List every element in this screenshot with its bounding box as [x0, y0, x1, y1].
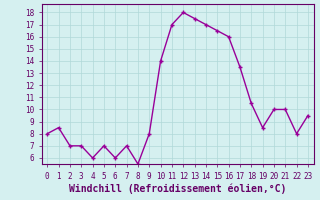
X-axis label: Windchill (Refroidissement éolien,°C): Windchill (Refroidissement éolien,°C) — [69, 183, 286, 194]
